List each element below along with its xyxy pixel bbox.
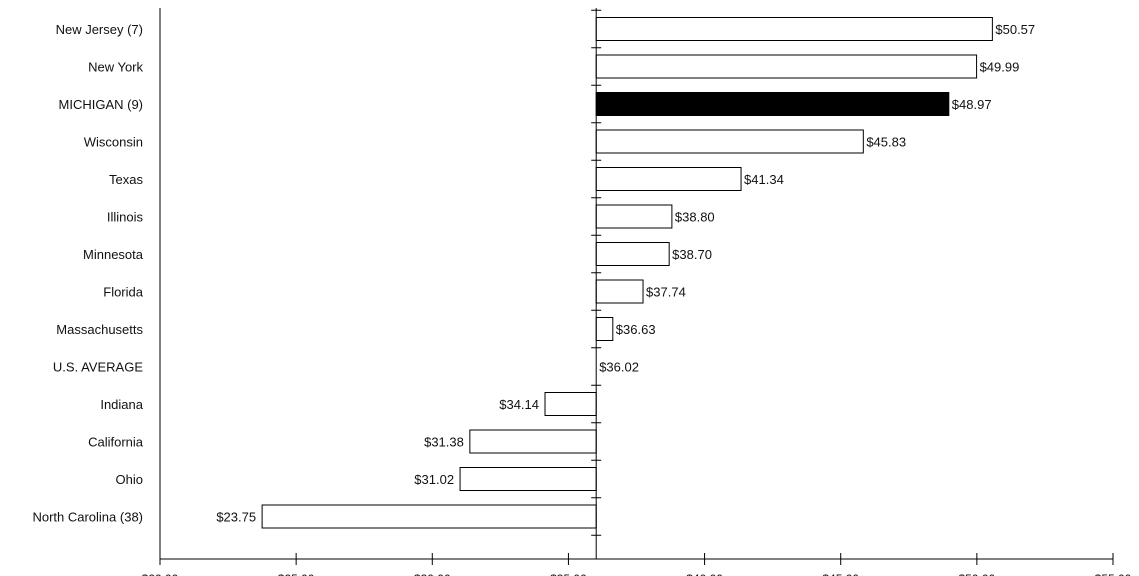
category-label: Illinois [107, 210, 144, 225]
bar [595, 92, 950, 116]
category-label: Texas [109, 172, 143, 187]
x-tick-label: $20.00 [142, 572, 179, 576]
value-label: $45.83 [866, 135, 906, 150]
x-tick-label: $40.00 [686, 572, 723, 576]
bar [261, 504, 597, 529]
value-label: $36.63 [616, 322, 656, 337]
bar [459, 467, 597, 491]
value-label: $49.99 [980, 60, 1020, 75]
category-label: U.S. AVERAGE [53, 360, 143, 375]
value-label: $37.74 [646, 285, 686, 300]
category-label: Massachusetts [56, 322, 143, 337]
value-label: $38.70 [672, 247, 712, 262]
value-label: $31.02 [414, 472, 454, 487]
x-tick-label: $45.00 [822, 572, 859, 576]
bar [595, 17, 993, 41]
axis-layer [159, 8, 1114, 565]
category-label: Wisconsin [84, 135, 143, 150]
bar [595, 204, 673, 229]
bars-layer [261, 17, 993, 529]
value-label: $50.57 [995, 22, 1035, 37]
bar [595, 242, 670, 266]
category-label: New Jersey (7) [56, 22, 143, 37]
bar [595, 279, 644, 304]
x-tick-label: $55.00 [1095, 572, 1132, 576]
value-label: $41.34 [744, 172, 784, 187]
category-label: Minnesota [83, 247, 144, 262]
value-label: $31.38 [424, 435, 464, 450]
category-label: California [88, 435, 144, 450]
bar [595, 54, 978, 79]
bar [469, 429, 597, 454]
bar [544, 392, 597, 416]
category-label: New York [88, 60, 143, 75]
x-tick-label: $25.00 [278, 572, 315, 576]
bar [595, 317, 614, 341]
value-label: $34.14 [499, 397, 539, 412]
value-label: $23.75 [216, 510, 256, 525]
bar [595, 167, 742, 191]
value-label: $38.80 [675, 210, 715, 225]
bar [595, 129, 864, 154]
category-label: MICHIGAN (9) [59, 97, 144, 112]
category-label: Indiana [100, 397, 143, 412]
value-label: $48.97 [952, 97, 992, 112]
category-label: Florida [103, 285, 144, 300]
x-tick-label: $30.00 [414, 572, 451, 576]
x-tick-label: $50.00 [959, 572, 996, 576]
x-tick-label: $35.00 [550, 572, 587, 576]
value-label: $36.02 [599, 360, 639, 375]
category-label: Ohio [116, 472, 143, 487]
labels-layer: $20.00 $25.00 $30.00 $35.00 $40.00 $45.00 $50.… [32, 22, 1131, 576]
category-label: North Carolina (38) [32, 510, 143, 525]
